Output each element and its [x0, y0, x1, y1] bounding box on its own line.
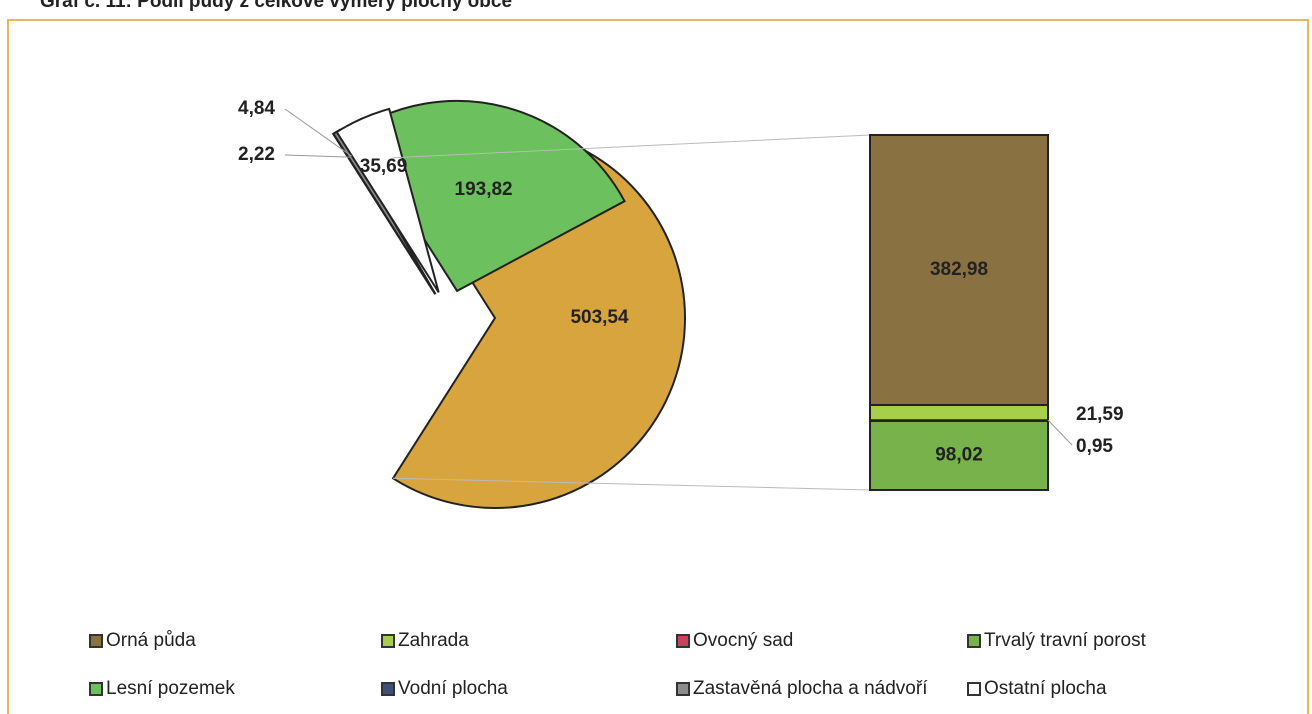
legend-swatch — [967, 682, 981, 696]
bar-segment — [869, 419, 1049, 491]
bar-segment — [869, 404, 1049, 422]
legend-swatch — [967, 634, 981, 648]
data-label: 0,95 — [1076, 436, 1113, 457]
legend-swatch — [89, 682, 103, 696]
frame — [7, 19, 1309, 714]
leader-line — [1047, 419, 1073, 446]
bar-segment — [869, 134, 1049, 407]
legend-swatch — [676, 682, 690, 696]
legend-label: Zastavěná plocha a nádvoří — [693, 678, 928, 699]
leader-line — [284, 108, 352, 157]
legend-label: Trvalý travní porost — [984, 630, 1147, 651]
legend-label: Zahrada — [398, 630, 469, 651]
legend-label: Orná půda — [106, 630, 196, 651]
legend-label: Ovocný sad — [693, 630, 793, 651]
legend-swatch — [89, 634, 103, 648]
legend-label: Vodní plocha — [398, 678, 508, 699]
leader-line — [284, 154, 350, 158]
legend-label: Lesní pozemek — [106, 678, 235, 699]
legend-swatch — [676, 634, 690, 648]
legend-swatch — [381, 682, 395, 696]
chart-title: Graf č. 11: Podíl půdy z celkové výměry … — [40, 0, 512, 12]
pie-slice — [335, 107, 440, 293]
data-label: 193,82 — [455, 179, 513, 200]
connector — [392, 134, 871, 159]
data-label: 98,02 — [935, 444, 983, 465]
data-label: 35,69 — [360, 156, 408, 177]
data-label: 21,59 — [1076, 404, 1124, 425]
data-label: 503,54 — [570, 307, 629, 328]
data-label: 2,22 — [238, 144, 275, 165]
connector — [393, 477, 871, 491]
data-label: 382,98 — [930, 259, 988, 280]
data-label: 4,84 — [238, 98, 275, 119]
legend-swatch — [381, 634, 395, 648]
legend-label: Ostatní plocha — [984, 678, 1107, 699]
